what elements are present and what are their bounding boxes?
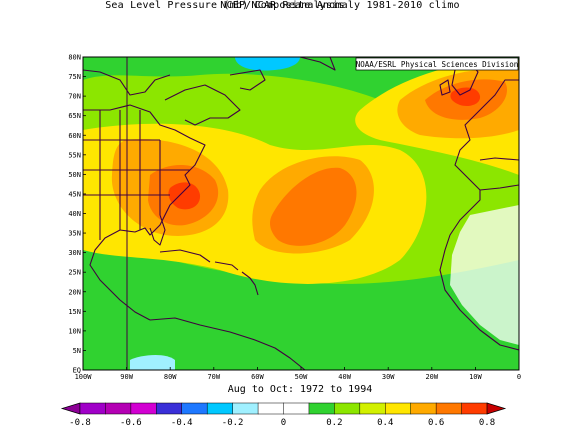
- lon-tick-label: 30W: [382, 373, 395, 381]
- lat-tick-label: 70N: [68, 93, 81, 101]
- colorbar: -0.8 -0.6 -0.4 -0.2 0 0.2 0.4 0.6 0.8: [60, 402, 507, 428]
- lat-tick-label: 55N: [68, 151, 81, 159]
- colorbar-swatch: [410, 402, 437, 415]
- colorbar-swatch: [130, 402, 157, 415]
- lat-tick-label: 20N: [68, 288, 81, 296]
- lon-tick-label: 0: [517, 373, 521, 381]
- lon-tick-label: 60W: [251, 373, 264, 381]
- lon-tick-label: 10W: [469, 373, 482, 381]
- colorbar-max-arrow: [486, 402, 507, 415]
- lat-tick-label: 50N: [68, 171, 81, 179]
- colorbar-swatch: [206, 402, 234, 415]
- lat-tick-label: 80N: [68, 54, 81, 62]
- lon-tick-label: 40W: [338, 373, 351, 381]
- lon-tick-label: 70W: [207, 373, 220, 381]
- colorbar-label: 0.4: [377, 418, 393, 428]
- period-label: Aug to Oct: 1972 to 1994: [228, 384, 373, 395]
- colorbar-label: -0.2: [222, 418, 244, 428]
- colorbar-swatch: [257, 402, 285, 415]
- lat-tick-label: 45N: [68, 190, 81, 198]
- lon-tick-label: 50W: [295, 373, 308, 381]
- colorbar-label: -0.6: [120, 418, 142, 428]
- lat-tick-label: 65N: [68, 112, 81, 120]
- colorbar-swatch: [232, 402, 259, 415]
- colorbar-swatch: [79, 402, 106, 415]
- lat-tick-label: EQ: [73, 367, 81, 375]
- colorbar-swatch: [359, 402, 386, 415]
- anomaly-field: [83, 57, 519, 370]
- lon-tick-label: 90W: [120, 373, 133, 381]
- colorbar-swatch: [435, 402, 463, 415]
- lat-tick-label: 30N: [68, 249, 81, 257]
- colorbar-label: 0.2: [326, 418, 342, 428]
- colorbar-swatch: [156, 402, 183, 415]
- lat-tick-label: 75N: [68, 73, 81, 81]
- lon-tick-label: 100W: [75, 373, 93, 381]
- colorbar-swatch: [105, 402, 132, 415]
- colorbar-label: 0.6: [428, 418, 444, 428]
- colorbar-swatch: [308, 402, 335, 415]
- colorbar-label: -0.8: [69, 418, 91, 428]
- lat-tick-label: 10N: [68, 327, 81, 335]
- lon-tick-label: 20W: [425, 373, 438, 381]
- colorbar-min-arrow: [60, 402, 81, 415]
- colorbar-label: -0.4: [171, 418, 193, 428]
- latitude-axis: 80N 75N 70N 65N 60N 55N 50N 45N 40N 35N 30N 25N 20N 1…: [68, 54, 86, 375]
- colorbar-swatch: [334, 402, 361, 415]
- credit-box: [355, 57, 519, 71]
- lat-tick-label: 15N: [68, 308, 81, 316]
- colorbar-label: 0: [281, 418, 286, 428]
- longitude-axis: 100W 90W 80W 70W 60W 50W 40W 30W 20W 10W 0: [75, 367, 521, 381]
- lat-tick-label: 25N: [68, 269, 81, 277]
- lat-tick-label: 35N: [68, 230, 81, 238]
- colorbar-label: 0.8: [479, 418, 495, 428]
- colorbar-swatch: [283, 402, 310, 415]
- chart-subtitle: Sea Level Pressure (mb) Composite Anomal…: [105, 0, 460, 11]
- lon-tick-label: 80W: [164, 373, 177, 381]
- colorbar-swatch: [181, 402, 208, 415]
- credit-text: NOAA/ESRL Physical Sciences Division: [356, 60, 519, 69]
- chart-title: NCEP/NCAR Reanalysis: [220, 0, 345, 11]
- colorbar-swatch: [461, 402, 488, 415]
- lat-tick-label: 40N: [68, 210, 81, 218]
- colorbar-swatch: [385, 402, 412, 415]
- lat-tick-label: 60N: [68, 132, 81, 140]
- lat-tick-label: 5N: [73, 347, 81, 355]
